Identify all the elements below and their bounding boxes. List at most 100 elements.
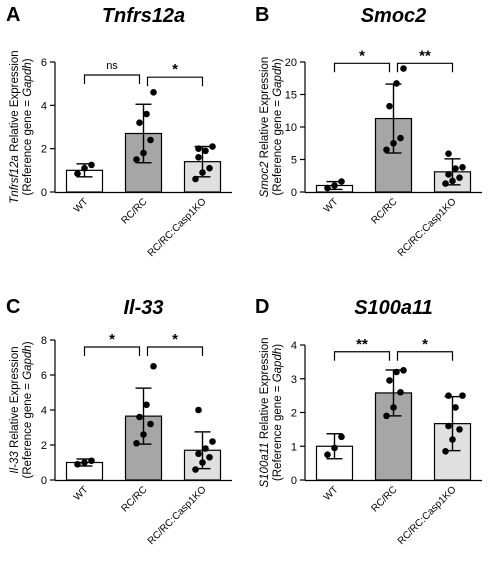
data-point <box>383 146 390 154</box>
y-axis-label-reference: (Reference gene = Gapdh) <box>22 58 34 195</box>
data-point <box>202 445 209 452</box>
data-point <box>209 143 216 150</box>
panel-title: Il-33 <box>123 297 163 319</box>
y-axis-label-reference-gene: Gapdh <box>22 62 34 97</box>
significance-bracket <box>83 346 141 356</box>
panel-title: Smoc2 <box>361 5 427 27</box>
data-point <box>331 182 338 189</box>
panel-title: Tnfrs12a <box>102 5 185 27</box>
significance-label: * <box>172 331 178 348</box>
y-axis-label-text: Relative Expression <box>9 346 21 451</box>
data-point <box>147 136 154 144</box>
y-tick-label: 10 <box>285 122 297 134</box>
data-point <box>88 457 95 465</box>
significance-label: * <box>109 331 115 348</box>
data-point <box>445 171 452 178</box>
significance-label: ** <box>356 336 368 353</box>
data-point <box>202 147 209 155</box>
x-tick-label: RC/RC:Casp1KO <box>396 196 459 259</box>
y-tick-label: 20 <box>285 57 297 69</box>
data-point <box>206 164 213 172</box>
data-point <box>456 174 463 181</box>
data-point <box>136 413 143 421</box>
y-axis-label: Smoc2 Relative Expression <box>259 57 271 198</box>
significance-bracket <box>146 76 204 87</box>
significance-bracket <box>146 346 204 356</box>
data-point <box>140 149 147 157</box>
data-point <box>195 145 202 152</box>
significance-bracket <box>396 351 454 361</box>
panel-letter: D <box>255 296 269 318</box>
panel-title: S100a11 <box>354 297 433 319</box>
y-axis-label-text: Relative Expression <box>9 50 21 155</box>
data-point <box>195 450 202 458</box>
data-point <box>452 404 459 411</box>
data-point <box>331 444 338 452</box>
y-axis-label-reference-prefix: (Reference gene = <box>272 382 284 481</box>
data-point <box>386 102 393 110</box>
data-point <box>192 175 199 183</box>
data-point <box>133 439 140 447</box>
x-tick-label: RC/RC:Casp1KO <box>396 484 459 547</box>
data-point <box>390 404 397 411</box>
y-tick-label: 3 <box>291 374 297 386</box>
data-point <box>74 170 81 177</box>
y-tick-label: 2 <box>41 144 47 156</box>
y-tick-label: 0 <box>41 475 47 487</box>
y-tick-label: 4 <box>291 340 297 352</box>
x-tick-label: RC/RC:Casp1KO <box>146 196 209 259</box>
data-point <box>449 177 456 185</box>
y-tick-label: 0 <box>291 187 297 199</box>
significance-bracket <box>333 351 391 361</box>
x-tick-label: RC/RC <box>119 196 149 226</box>
data-point <box>400 65 407 72</box>
y-tick-label: 5 <box>291 155 297 167</box>
data-point <box>383 412 390 420</box>
y-tick-label: 2 <box>291 408 297 420</box>
y-tick-label: 15 <box>285 90 297 102</box>
panel-letter: A <box>6 4 20 26</box>
x-tick-label: WT <box>72 484 91 503</box>
y-axis-label: Il-33 Relative Expression <box>9 346 21 473</box>
y-axis-label-text: Relative Expression <box>259 337 271 442</box>
y-tick-label: 1 <box>291 441 297 453</box>
data-point <box>445 392 452 399</box>
data-point <box>192 466 199 473</box>
y-axis-label-reference-suffix: ) <box>22 341 34 345</box>
y-tick-label: 0 <box>41 187 47 199</box>
panel-letter: C <box>6 296 20 318</box>
data-point <box>195 154 202 161</box>
data-point <box>393 368 400 376</box>
data-point <box>442 180 449 187</box>
x-tick-label: WT <box>322 196 341 215</box>
data-point <box>88 161 95 169</box>
significance-label: * <box>172 61 178 78</box>
data-point <box>452 165 459 172</box>
data-point <box>324 184 331 192</box>
significance-label: ** <box>419 47 431 64</box>
y-axis-label-gene: Il-33 <box>9 451 21 474</box>
significance-bracket <box>83 74 141 84</box>
data-point <box>74 460 81 468</box>
bar <box>315 445 354 481</box>
x-tick-label: RC/RC <box>369 196 399 226</box>
panel-a: A Tnfrs12a Tnfrsf12a Relative Expression (R… <box>6 4 232 259</box>
panel-letter: B <box>255 4 269 26</box>
data-point <box>390 139 397 147</box>
significance-label: ns <box>106 60 118 72</box>
data-point <box>136 119 143 126</box>
data-point <box>459 164 466 171</box>
data-point <box>150 362 157 370</box>
significance-label: * <box>422 336 428 353</box>
data-point <box>140 431 147 438</box>
y-axis-label-reference: (Reference gene = Gapdh) <box>272 344 284 481</box>
y-tick-label: 6 <box>41 370 47 382</box>
data-point <box>143 110 150 118</box>
y-axis-label-reference: (Reference gene = Gapdh) <box>272 58 284 195</box>
y-tick-label: 4 <box>41 405 47 417</box>
data-point <box>199 169 206 176</box>
